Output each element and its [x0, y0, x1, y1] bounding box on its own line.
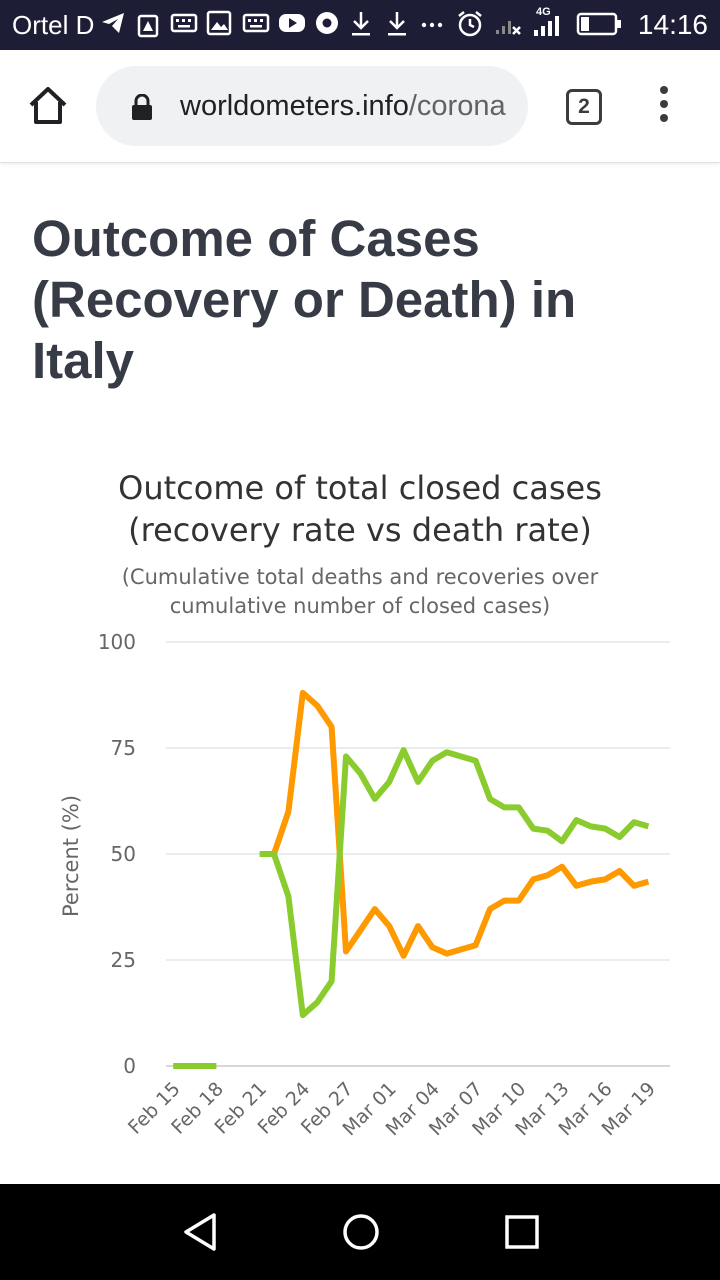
recovery-rate-line [173, 747, 650, 1069]
chrome-icon [314, 10, 340, 41]
home-nav-button[interactable] [339, 1210, 383, 1254]
more-vert-icon [652, 86, 676, 122]
y-tick-label: 0 [123, 1054, 136, 1078]
contacts-alert-icon [136, 10, 160, 43]
telegram-icon [100, 10, 126, 41]
home-circle-icon [343, 1214, 379, 1250]
youtube-icon [278, 10, 306, 41]
chart-svg: Outcome of total closed cases (recovery … [59, 469, 670, 1140]
keyboard-icon-2 [242, 10, 270, 41]
outcome-chart: Outcome of total closed cases (recovery … [0, 460, 720, 1180]
clock: 14:16 [637, 9, 708, 40]
recents-button[interactable] [500, 1210, 544, 1254]
page-title: Outcome of Cases (Recovery or Death) in … [32, 210, 577, 389]
tab-switcher-button[interactable]: 2 [566, 89, 602, 125]
download-icon-2 [384, 10, 410, 43]
chart-title-line1: Outcome of total closed cases [118, 469, 602, 507]
url-path: /coronavirus/country/italy/ [408, 90, 506, 122]
address-bar[interactable]: worldometers.info/coronavirus/country/it… [96, 66, 528, 146]
recents-square-icon [505, 1215, 539, 1249]
overflow-menu-button[interactable] [652, 86, 676, 126]
lock-icon [132, 94, 152, 120]
home-icon [29, 87, 67, 124]
y-tick-label: 75 [111, 736, 136, 760]
y-tick-label: 50 [111, 842, 136, 866]
back-triangle-icon [184, 1213, 216, 1251]
svg-text:4G: 4G [536, 6, 551, 18]
image-icon [206, 10, 232, 41]
download-icon [348, 10, 374, 43]
chart-subtitle-line2: cumulative number of closed cases) [170, 594, 550, 618]
signal-no-sim-icon [494, 10, 522, 43]
chart-subtitle-line1: (Cumulative total deaths and recoveries … [122, 565, 599, 589]
battery-icon [576, 12, 622, 41]
y-axis-label: Percent (%) [59, 795, 83, 917]
y-tick-label: 100 [98, 630, 136, 654]
url-domain: worldometers.info [180, 90, 409, 122]
chart-title-line2: (recovery rate vs death rate) [128, 511, 592, 549]
status-bar: Ortel D [0, 0, 720, 50]
url-text: worldometers.info/coronavirus/country/it… [180, 88, 506, 124]
carrier-name: Ortel D [12, 10, 95, 40]
signal-4g-icon: 4G [530, 4, 566, 45]
home-button[interactable] [26, 84, 70, 128]
keyboard-icon [170, 10, 198, 41]
alarm-icon [456, 10, 484, 43]
y-tick-label: 25 [111, 948, 136, 972]
back-button[interactable] [180, 1210, 224, 1254]
death-rate-line [271, 689, 650, 959]
browser-toolbar: worldometers.info/coronavirus/country/it… [0, 50, 720, 163]
more-notifications-icon [420, 10, 444, 41]
navigation-bar [0, 1184, 720, 1280]
